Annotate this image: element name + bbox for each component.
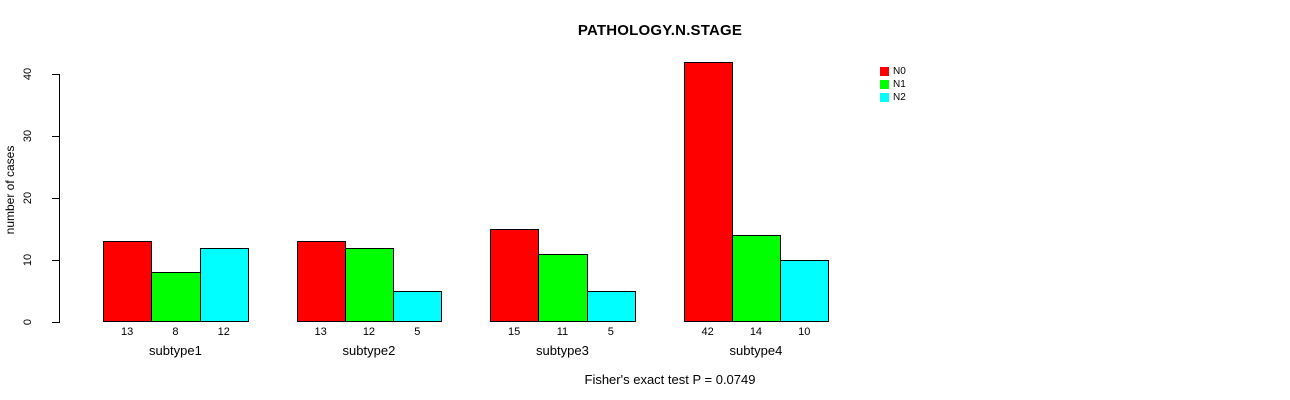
- category-label-subtype1: subtype1: [149, 343, 202, 358]
- legend-item-N0: N0: [880, 65, 906, 78]
- bar-count-N2-subtype1: 12: [217, 326, 230, 338]
- bar-N1-subtype4: [731, 235, 782, 322]
- bar-count-N2-subtype2: 5: [414, 326, 421, 338]
- y-axis-tick: [52, 198, 59, 199]
- legend-swatch-N2: [880, 93, 889, 102]
- bar-N0-subtype3: [490, 229, 540, 322]
- bar-N2-subtype2: [393, 291, 443, 322]
- bar-count-N0-subtype4: 42: [701, 326, 714, 338]
- y-axis-title: number of cases: [3, 145, 17, 235]
- bar-N1-subtype2: [344, 247, 395, 322]
- legend-swatch-N0: [880, 67, 889, 76]
- bar-N0-subtype1: [103, 241, 153, 322]
- legend-label: N0: [893, 66, 906, 77]
- bar-count-N0-subtype3: 15: [508, 326, 521, 338]
- bar-count-N1-subtype2: 12: [362, 326, 376, 338]
- bar-count-N1-subtype3: 11: [556, 326, 569, 338]
- bar-N2-subtype4: [780, 260, 830, 322]
- fisher-test-annotation: Fisher's exact test P = 0.0749: [584, 372, 756, 387]
- y-axis-tick: [52, 260, 59, 261]
- bar-N1-subtype1: [151, 272, 201, 322]
- bar-N2-subtype1: [199, 247, 249, 322]
- category-label-subtype2: subtype2: [342, 343, 396, 358]
- bar-count-N0-subtype2: 13: [314, 326, 327, 338]
- y-axis-tick: [52, 322, 59, 323]
- y-axis-tick-label: 20: [22, 191, 34, 205]
- chart-title: PATHOLOGY.N.STAGE: [577, 22, 743, 39]
- y-axis-tick-label: 10: [22, 253, 34, 267]
- bar-N2-subtype3: [586, 291, 636, 322]
- bar-count-N1-subtype1: 8: [172, 326, 179, 338]
- bar-N1-subtype3: [538, 253, 588, 322]
- legend-label: N1: [893, 79, 906, 90]
- legend-swatch-N1: [880, 80, 889, 89]
- bar-N0-subtype4: [683, 61, 733, 322]
- y-axis-tick-label: 40: [22, 67, 34, 81]
- y-axis-tick: [52, 74, 59, 75]
- y-axis-tick-label: 30: [22, 129, 34, 143]
- bar-count-N1-subtype4: 14: [749, 326, 763, 338]
- y-axis-tick-label: 0: [22, 318, 34, 326]
- chart-legend: N0 N1 N2: [880, 65, 906, 104]
- legend-label: N2: [893, 92, 906, 103]
- bar-N0-subtype2: [296, 241, 346, 322]
- category-label-subtype3: subtype3: [536, 343, 589, 358]
- bar-count-N2-subtype3: 5: [607, 326, 614, 338]
- legend-item-N1: N1: [880, 78, 906, 91]
- bar-count-N2-subtype4: 10: [798, 326, 811, 338]
- y-axis-line: [59, 74, 60, 323]
- category-label-subtype4: subtype4: [729, 343, 783, 358]
- y-axis-tick: [52, 136, 59, 137]
- bar-count-N0-subtype1: 13: [121, 326, 134, 338]
- legend-item-N2: N2: [880, 91, 906, 104]
